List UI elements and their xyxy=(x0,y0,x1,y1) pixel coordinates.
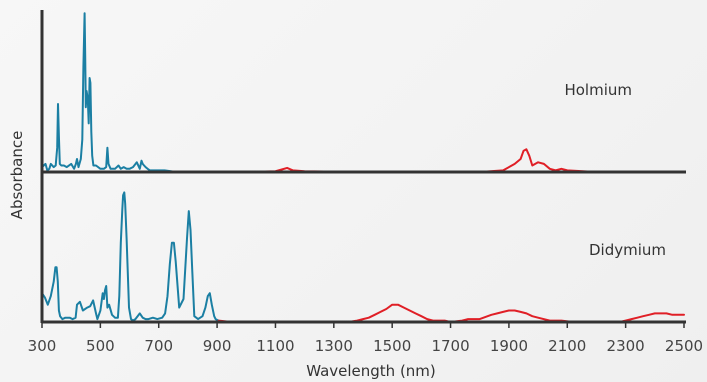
x-tick-label-1300: 1300 xyxy=(315,337,353,355)
y-axis-title: Absorbance xyxy=(8,131,26,220)
x-tick-label-500: 500 xyxy=(86,337,115,355)
x-tick-label-900: 900 xyxy=(203,337,232,355)
series-layer xyxy=(41,12,685,323)
series-line-didymium-nir xyxy=(217,303,685,323)
series-line-holmium-nir xyxy=(210,148,685,173)
series-line-didymium-uv-vis xyxy=(41,191,220,322)
panel-label-holmium: Holmium xyxy=(564,81,632,99)
panel-label-didymium: Didymium xyxy=(589,241,666,259)
series-line-holmium-uv-vis xyxy=(41,12,213,173)
x-tick-label-300: 300 xyxy=(28,337,57,355)
x-tick-label-700: 700 xyxy=(144,337,173,355)
x-tick-label-1500: 1500 xyxy=(373,337,411,355)
ticks-layer: 300 500 700 900 1100 1300 1500 1700 1900 2100 2300… xyxy=(28,322,703,355)
x-tick-label-1100: 1100 xyxy=(256,337,294,355)
x-tick-label-2100: 2100 xyxy=(548,337,586,355)
x-axis-title: Wavelength (nm) xyxy=(306,362,436,380)
x-tick-label-1700: 1700 xyxy=(431,337,469,355)
x-tick-label-1900: 1900 xyxy=(490,337,528,355)
x-tick-label-2300: 2300 xyxy=(607,337,645,355)
axes-layer xyxy=(40,10,686,324)
x-tick-label-2500: 2500 xyxy=(665,337,703,355)
